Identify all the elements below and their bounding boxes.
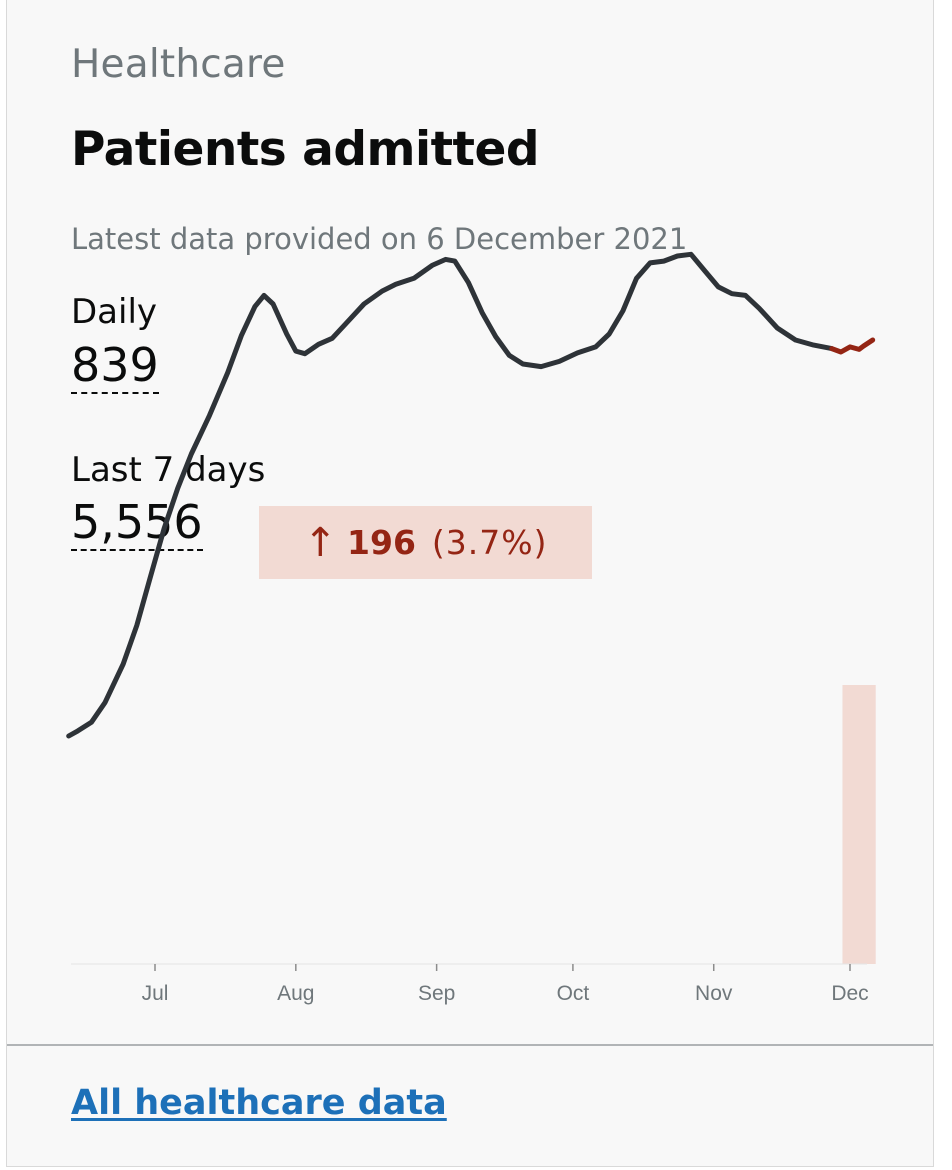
healthcare-card: Healthcare Patients admitted Latest data… (6, 0, 934, 1167)
change-badge: ↑ 196 (3.7%) (259, 506, 592, 579)
card-title: Patients admitted (71, 122, 540, 177)
x-tick-label: Oct (557, 982, 590, 1005)
card-category: Healthcare (71, 42, 286, 87)
daily-value[interactable]: 839 (71, 338, 159, 394)
up-arrow-icon: ↑ (303, 519, 338, 566)
x-tick-label: Jul (142, 982, 169, 1005)
admissions-chart: Jul Aug Sep Oct Nov Dec (66, 251, 876, 1005)
week-label: Last 7 days (71, 450, 266, 490)
last-7-days-band (842, 685, 876, 964)
x-tick-label: Dec (831, 982, 868, 1005)
last-updated-text: Latest data provided on 6 December 2021 (71, 222, 688, 256)
x-tick-label: Aug (277, 982, 314, 1005)
daily-label: Daily (71, 292, 158, 332)
footer-divider (7, 1044, 933, 1046)
last-7-days-line (829, 337, 876, 355)
all-healthcare-data-link[interactable]: All healthcare data (71, 1083, 447, 1123)
change-value: 196 (347, 523, 416, 562)
x-tick-label: Nov (695, 982, 733, 1005)
week-value[interactable]: 5,556 (71, 495, 203, 551)
admissions-line (66, 251, 835, 739)
x-tick-label: Sep (418, 982, 455, 1005)
change-percent: (3.7%) (431, 523, 548, 562)
